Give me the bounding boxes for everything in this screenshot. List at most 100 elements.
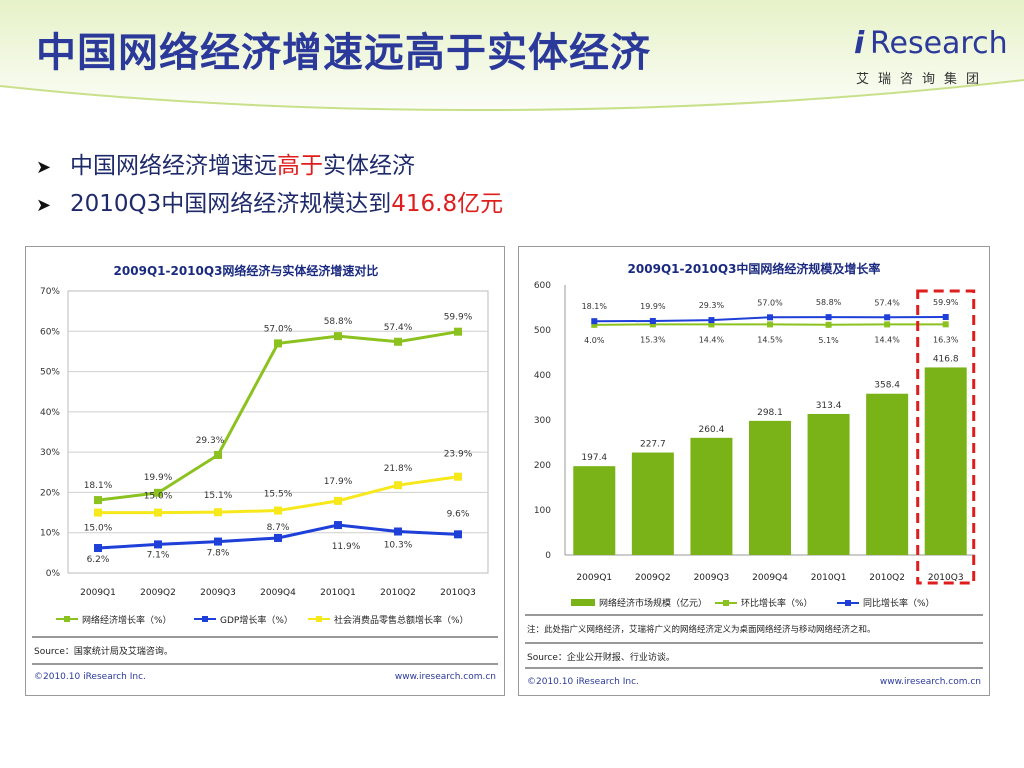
- rate-point: [884, 321, 891, 328]
- data-label: 15.1%: [204, 491, 233, 501]
- rate-label: 14.5%: [757, 335, 783, 344]
- copyright-text: ©2010.10 iResearch Inc.: [34, 672, 146, 682]
- x-tick-label: 2009Q3: [694, 573, 730, 583]
- bar: [749, 420, 791, 555]
- rate-label: 57.4%: [874, 298, 900, 307]
- data-label: 29.3%: [196, 436, 225, 446]
- y-tick-label: 300: [534, 416, 551, 426]
- data-label: 15.5%: [264, 490, 293, 500]
- y-tick-label: 40%: [40, 408, 60, 418]
- rate-point: [825, 321, 832, 328]
- legend-marker: [202, 616, 208, 622]
- rate-label: 14.4%: [699, 335, 725, 344]
- bar: [866, 393, 909, 555]
- data-point: [214, 508, 222, 517]
- rate-point: [884, 314, 891, 321]
- y-tick-label: 60%: [40, 327, 60, 337]
- bar-value-label: 197.4: [581, 453, 607, 463]
- y-tick-label: 600: [534, 281, 551, 291]
- data-label: 15.0%: [84, 524, 113, 534]
- bullet-2-text: 2010Q3中国网络经济规模达到: [70, 191, 392, 217]
- rate-label: 4.0%: [584, 336, 605, 345]
- data-label: 11.9%: [332, 542, 361, 552]
- x-tick-label: 2009Q4: [752, 573, 788, 583]
- rate-point: [825, 314, 832, 321]
- legend-marker: [64, 616, 70, 622]
- bullet-2-highlight: 416.8亿元: [391, 191, 504, 217]
- y-tick-label: 200: [534, 461, 551, 471]
- data-point: [274, 506, 282, 515]
- rate-point: [708, 321, 715, 328]
- rate-label: 5.1%: [818, 336, 839, 345]
- rate-label: 14.4%: [874, 335, 900, 344]
- rate-label: 16.3%: [933, 335, 959, 344]
- legend-label: GDP增长率（%）: [220, 614, 293, 626]
- rate-point: [708, 317, 715, 324]
- data-point: [94, 544, 102, 553]
- y-tick-label: 0: [545, 551, 551, 561]
- website-text: www.iresearch.com.cn: [880, 677, 981, 687]
- logo-letter-i: i: [854, 26, 865, 61]
- x-tick-label: 2010Q1: [811, 573, 847, 583]
- iresearch-logo: i Research 艾瑞咨询集团: [850, 26, 1008, 96]
- header-banner: 中国网络经济增速远高于实体经济 i Research 艾瑞咨询集团: [0, 0, 1024, 130]
- legend-bar-swatch: [571, 599, 595, 606]
- bar: [924, 367, 967, 555]
- legend-label: 网络经济增长率（%）: [82, 614, 172, 626]
- data-point: [94, 508, 102, 517]
- y-tick-label: 400: [534, 371, 551, 381]
- y-tick-label: 0%: [46, 569, 61, 579]
- data-label: 57.0%: [264, 324, 293, 334]
- data-label: 10.3%: [384, 541, 413, 551]
- data-label: 9.6%: [447, 509, 470, 519]
- rate-point: [591, 321, 598, 328]
- arrow-bullet-icon: ➤: [36, 195, 52, 216]
- bullet-1-text-end: 实体经济: [323, 153, 415, 179]
- data-label: 18.1%: [84, 481, 113, 491]
- source-text: Source：企业公开财报、行业访谈。: [527, 651, 675, 663]
- x-tick-label: 2010Q2: [869, 573, 905, 583]
- right-chart-panel: 2009Q1-2010Q3中国网络经济规模及增长率 0 100 200 300 400 50…: [518, 246, 990, 696]
- x-tick-label: 2010Q1: [320, 588, 356, 598]
- rate-point: [942, 314, 949, 321]
- legend-label: 环比增长率（%）: [741, 597, 813, 609]
- x-tick-label: 2009Q3: [200, 588, 236, 598]
- logo-subtitle: 艾瑞咨询集团: [856, 72, 989, 87]
- legend-marker: [845, 600, 851, 606]
- y-tick-label: 50%: [40, 368, 60, 378]
- data-point: [454, 472, 462, 481]
- data-point: [454, 327, 462, 336]
- x-tick-label: 2009Q2: [140, 588, 176, 598]
- y-tick-label: 30%: [40, 448, 60, 458]
- legend-label: 网络经济市场规模（亿元）: [599, 597, 707, 609]
- data-point: [274, 339, 282, 348]
- market-scale-chart: 2009Q1-2010Q3中国网络经济规模及增长率 0 100 200 300 400 50…: [525, 261, 983, 687]
- rate-point: [767, 314, 773, 321]
- y-tick-label: 70%: [40, 287, 60, 297]
- legend-label: 同比增长率（%）: [863, 597, 935, 609]
- copyright-text: ©2010.10 iResearch Inc.: [527, 677, 639, 687]
- bullet-item-1: ➤ 中国网络经济增速远高于实体经济: [36, 146, 503, 184]
- rate-label: 18.1%: [582, 302, 608, 311]
- data-label: 8.7%: [267, 523, 290, 533]
- data-point: [334, 496, 342, 505]
- rate-label: 29.3%: [699, 301, 725, 310]
- legend-marker: [723, 600, 729, 606]
- data-label: 7.8%: [207, 549, 230, 559]
- y-tick-label: 10%: [40, 529, 60, 539]
- data-label: 59.9%: [444, 313, 473, 323]
- data-point: [454, 530, 462, 539]
- rate-point: [649, 321, 656, 328]
- bar: [631, 452, 674, 555]
- rate-label: 58.8%: [816, 298, 842, 307]
- bar-value-label: 313.4: [816, 401, 842, 411]
- bar-value-label: 416.8: [933, 354, 959, 364]
- data-point: [334, 332, 342, 341]
- x-tick-label: 2009Q2: [635, 573, 671, 583]
- legend-marker: [316, 616, 322, 622]
- rate-point: [767, 321, 773, 328]
- rate-label: 15.3%: [640, 335, 666, 344]
- bullet-list: ➤ 中国网络经济增速远高于实体经济 ➤ 2010Q3中国网络经济规模达到416.8亿…: [36, 146, 503, 222]
- x-tick-label: 2009Q1: [576, 573, 612, 583]
- data-label: 6.2%: [87, 555, 110, 565]
